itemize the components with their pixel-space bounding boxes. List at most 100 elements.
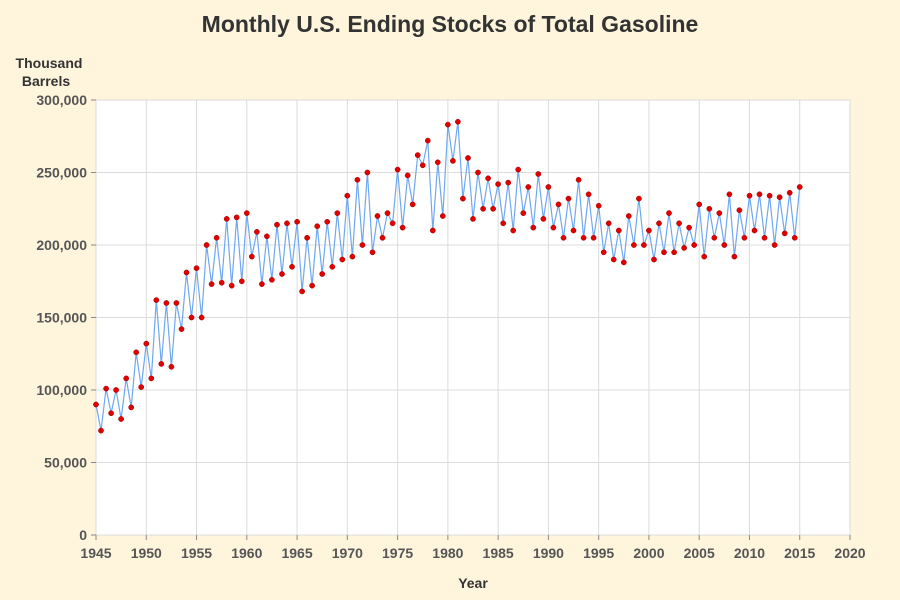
data-point	[641, 242, 647, 248]
data-point	[545, 184, 552, 190]
x-tick-label: 1985	[483, 545, 514, 561]
data-point	[590, 234, 597, 241]
data-point	[631, 242, 637, 248]
y-tick-label: 200,000	[36, 237, 87, 253]
data-point	[761, 234, 768, 241]
data-point	[163, 300, 170, 306]
data-point	[193, 265, 200, 272]
data-point	[706, 205, 713, 212]
data-point	[651, 256, 657, 263]
data-point	[751, 227, 758, 234]
data-point	[148, 375, 155, 382]
data-point	[570, 227, 577, 234]
x-tick-label: 1990	[533, 545, 564, 561]
data-point	[208, 281, 215, 287]
data-point	[736, 207, 743, 214]
data-point	[786, 189, 793, 196]
data-point	[475, 169, 481, 176]
data-point	[158, 361, 165, 367]
axes: 0 50,000 100,000 150,000 200,000 250,000 300,0…	[36, 92, 865, 561]
data-point	[153, 297, 160, 303]
data-point	[681, 245, 687, 251]
x-tick-label: 1995	[583, 545, 614, 561]
data-point	[791, 234, 798, 241]
data-point	[470, 216, 476, 222]
x-tick-label: 1970	[332, 545, 363, 561]
y-axis-label-line2: Barrels	[22, 73, 70, 89]
data-point	[701, 253, 708, 260]
data-point	[480, 205, 486, 212]
data-point	[314, 223, 321, 230]
data-point	[781, 230, 788, 237]
data-point	[741, 234, 748, 241]
x-axis-label: Year	[458, 575, 488, 591]
data-point	[656, 220, 662, 227]
data-point	[93, 401, 99, 408]
data-point	[173, 300, 180, 306]
data-point	[304, 234, 310, 241]
x-tick-label: 2005	[684, 545, 715, 561]
data-point	[540, 216, 547, 222]
data-point	[726, 191, 733, 198]
data-point	[409, 201, 416, 208]
data-point	[525, 184, 532, 190]
data-point	[183, 269, 190, 276]
data-point	[223, 216, 230, 222]
data-point	[776, 194, 783, 201]
data-point	[495, 181, 501, 187]
data-point	[696, 201, 703, 208]
data-point	[344, 192, 351, 199]
data-point	[515, 166, 522, 173]
data-point	[254, 229, 260, 235]
data-point	[218, 279, 225, 286]
data-point	[465, 155, 471, 161]
data-point	[394, 166, 401, 173]
data-point	[359, 242, 366, 248]
data-point	[319, 271, 326, 277]
data-series	[93, 118, 803, 434]
data-point	[555, 201, 562, 208]
y-tick-label: 250,000	[36, 165, 87, 181]
data-point	[636, 195, 642, 202]
data-point	[746, 192, 753, 199]
data-point	[128, 404, 135, 411]
data-point	[108, 410, 114, 417]
data-point	[334, 210, 341, 216]
data-point	[264, 233, 270, 240]
data-point	[349, 253, 356, 260]
y-tick-label: 300,000	[36, 92, 87, 108]
data-point	[168, 363, 175, 370]
data-point	[133, 349, 140, 356]
data-point	[771, 242, 778, 248]
data-point	[505, 179, 512, 186]
data-point	[299, 288, 305, 295]
grid-lines	[95, 99, 851, 536]
data-point	[565, 195, 572, 202]
data-point	[309, 282, 315, 289]
data-point	[399, 224, 406, 231]
x-tick-label: 2000	[633, 545, 664, 561]
data-point	[339, 256, 346, 263]
data-point	[329, 263, 336, 270]
data-point	[364, 169, 371, 176]
data-point	[419, 162, 426, 169]
data-point	[429, 227, 436, 234]
data-point	[455, 118, 461, 125]
data-point	[294, 218, 300, 225]
y-tick-label: 150,000	[36, 310, 87, 326]
data-point	[123, 375, 130, 382]
data-point	[274, 221, 280, 228]
data-point	[138, 384, 145, 390]
data-point	[103, 385, 109, 392]
x-tick-label: 1950	[131, 545, 162, 561]
chart-title: Monthly U.S. Ending Stocks of Total Gaso…	[202, 11, 699, 37]
x-tick-label: 1955	[181, 545, 212, 561]
data-point	[228, 282, 235, 289]
data-point	[248, 253, 255, 260]
data-point	[520, 210, 527, 216]
data-point	[379, 234, 386, 241]
data-point	[766, 192, 773, 199]
data-point	[384, 210, 391, 216]
data-point	[434, 159, 441, 166]
data-point	[460, 195, 466, 202]
